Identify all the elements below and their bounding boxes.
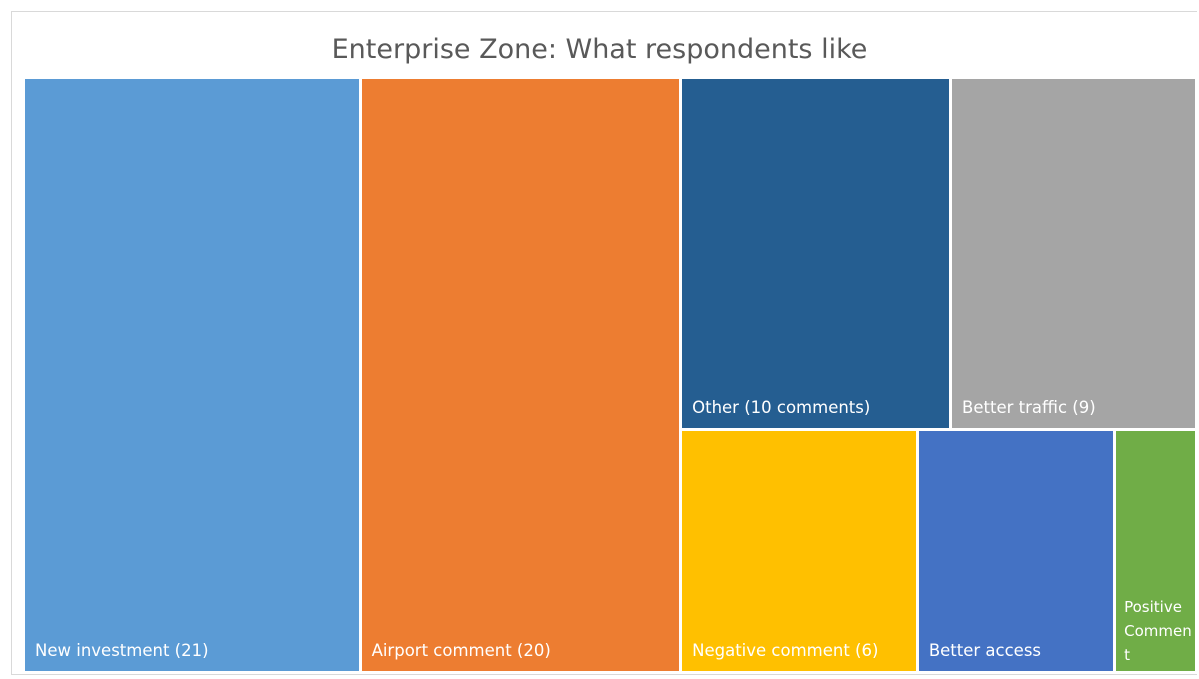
treemap-tile-better-traffic: Better traffic (9): [952, 79, 1195, 428]
treemap-label: Negative comment (6): [692, 641, 879, 660]
treemap-label: Other (10 comments): [692, 397, 871, 417]
treemap-label: Airport comment (20): [371, 641, 551, 660]
treemap-tile-other: Other (10 comments): [682, 79, 950, 428]
treemap-label: Better traffic (9): [962, 397, 1096, 417]
treemap-label: Better access: [928, 641, 1042, 660]
treemap-tile-better-access: Better access: [918, 430, 1114, 671]
treemap-tile-new-investment: New investment (21): [25, 79, 359, 671]
treemap-label: Positive Comment: [1124, 598, 1192, 664]
treemap-tile-airport-comment: Airport comment (20): [361, 79, 680, 671]
chart-title: Enterprise Zone: What respondents like: [331, 34, 868, 65]
treemap-tile-negative-comment: Negative comment (6): [682, 430, 916, 671]
treemap-tile-positive-comment: Positive Comment: [1116, 430, 1195, 671]
treemap-label: New investment (21): [35, 641, 209, 660]
